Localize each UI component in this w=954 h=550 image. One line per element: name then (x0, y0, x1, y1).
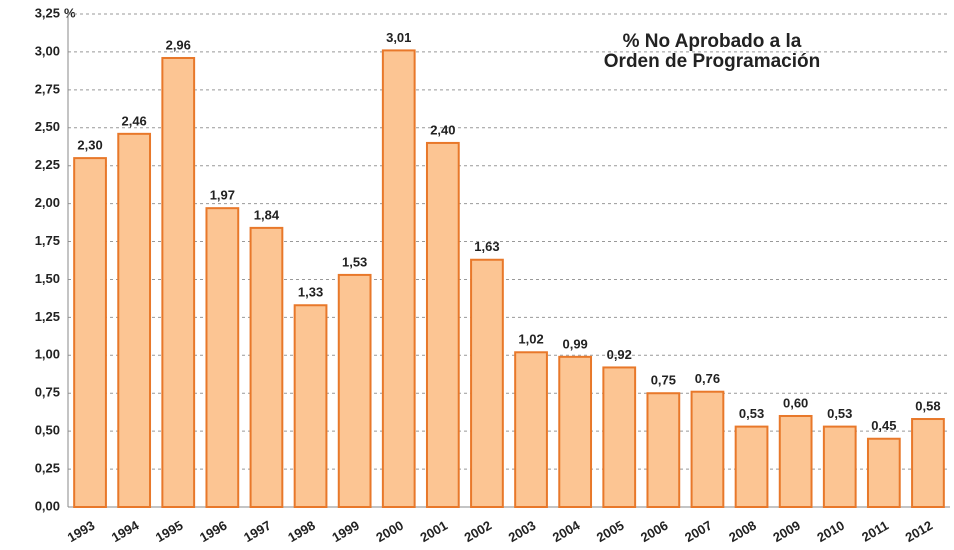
x-tick-label: 2003 (506, 518, 539, 545)
y-tick-label: 1,75 (35, 233, 60, 248)
x-tick-label: 1994 (109, 517, 142, 545)
bar (161, 56, 196, 508)
x-tick-label: 1999 (329, 518, 362, 545)
y-unit: % (64, 5, 76, 20)
bar (425, 141, 460, 508)
bar (734, 425, 769, 509)
x-tick-label: 1995 (153, 518, 186, 545)
x-tick-label: 2010 (814, 518, 847, 545)
y-tick-label: 2,75 (35, 81, 60, 96)
value-label: 0,58 (915, 398, 940, 413)
x-tick-label: 2009 (770, 518, 803, 545)
value-label: 1,53 (342, 254, 367, 269)
value-label: 0,53 (827, 406, 852, 421)
y-tick-label: 0,00 (35, 498, 60, 513)
x-tick-label: 2006 (638, 518, 671, 545)
bar (293, 304, 328, 508)
x-tick-label: 1996 (197, 518, 230, 545)
x-tick-label: 2012 (903, 518, 936, 545)
y-tick-label: 3,00 (35, 43, 60, 58)
bar (249, 226, 284, 509)
value-label: 1,84 (254, 207, 280, 222)
y-tick-label: 1,25 (35, 309, 60, 324)
value-label: 2,40 (430, 122, 455, 137)
value-label: 1,02 (518, 332, 543, 347)
x-tick-label: 2005 (594, 518, 627, 545)
bar (778, 414, 813, 508)
x-tick-label: 2001 (418, 518, 451, 545)
x-tick-label: 1997 (241, 518, 274, 545)
chart-title: % No Aprobado a la (623, 31, 802, 52)
x-tick-label: 2000 (373, 518, 406, 545)
value-label: 1,97 (210, 188, 235, 203)
value-label: 0,53 (739, 406, 764, 421)
y-tick-label: 1,50 (35, 271, 60, 286)
bar (205, 207, 240, 508)
x-tick-label: 2008 (726, 518, 759, 545)
bar (602, 366, 637, 509)
value-label: 0,45 (871, 418, 896, 433)
value-label: 0,99 (562, 336, 587, 351)
value-label: 0,92 (607, 347, 632, 362)
y-tick-label: 2,25 (35, 157, 60, 172)
value-label: 0,75 (651, 373, 676, 388)
value-label: 2,30 (77, 138, 102, 153)
bar (514, 351, 548, 508)
bar (822, 425, 857, 509)
bar (73, 157, 107, 508)
bar (381, 49, 416, 508)
value-label: 1,33 (298, 285, 323, 300)
bar (866, 437, 901, 508)
x-tick-label: 2002 (462, 518, 495, 545)
bar (117, 132, 152, 509)
value-label: 0,76 (695, 371, 720, 386)
y-tick-label: 2,50 (35, 119, 60, 134)
x-tick-label: 2004 (550, 517, 583, 545)
x-tick-label: 2007 (682, 518, 715, 545)
chart-title: Orden de Programación (604, 51, 820, 72)
bar (690, 390, 725, 508)
bar (911, 418, 945, 508)
value-label: 1,63 (474, 239, 499, 254)
value-label: 2,96 (166, 37, 191, 52)
value-label: 0,60 (783, 395, 808, 410)
bar (646, 392, 681, 509)
x-tick-label: 2011 (859, 518, 891, 545)
value-label: 3,01 (386, 30, 411, 45)
y-tick-label: 2,00 (35, 195, 60, 210)
y-tick-label: 0,25 (35, 461, 60, 476)
y-tick-label: 0,50 (35, 423, 60, 438)
bar (470, 258, 504, 509)
y-tick-label: 0,75 (35, 385, 60, 400)
y-tick-label: 3,25 (35, 5, 60, 20)
bar (558, 355, 593, 508)
x-tick-label: 1993 (65, 518, 98, 545)
x-tick-label: 1998 (285, 518, 318, 545)
value-label: 2,46 (121, 113, 146, 128)
y-tick-label: 1,00 (35, 347, 60, 362)
bar (337, 273, 372, 508)
